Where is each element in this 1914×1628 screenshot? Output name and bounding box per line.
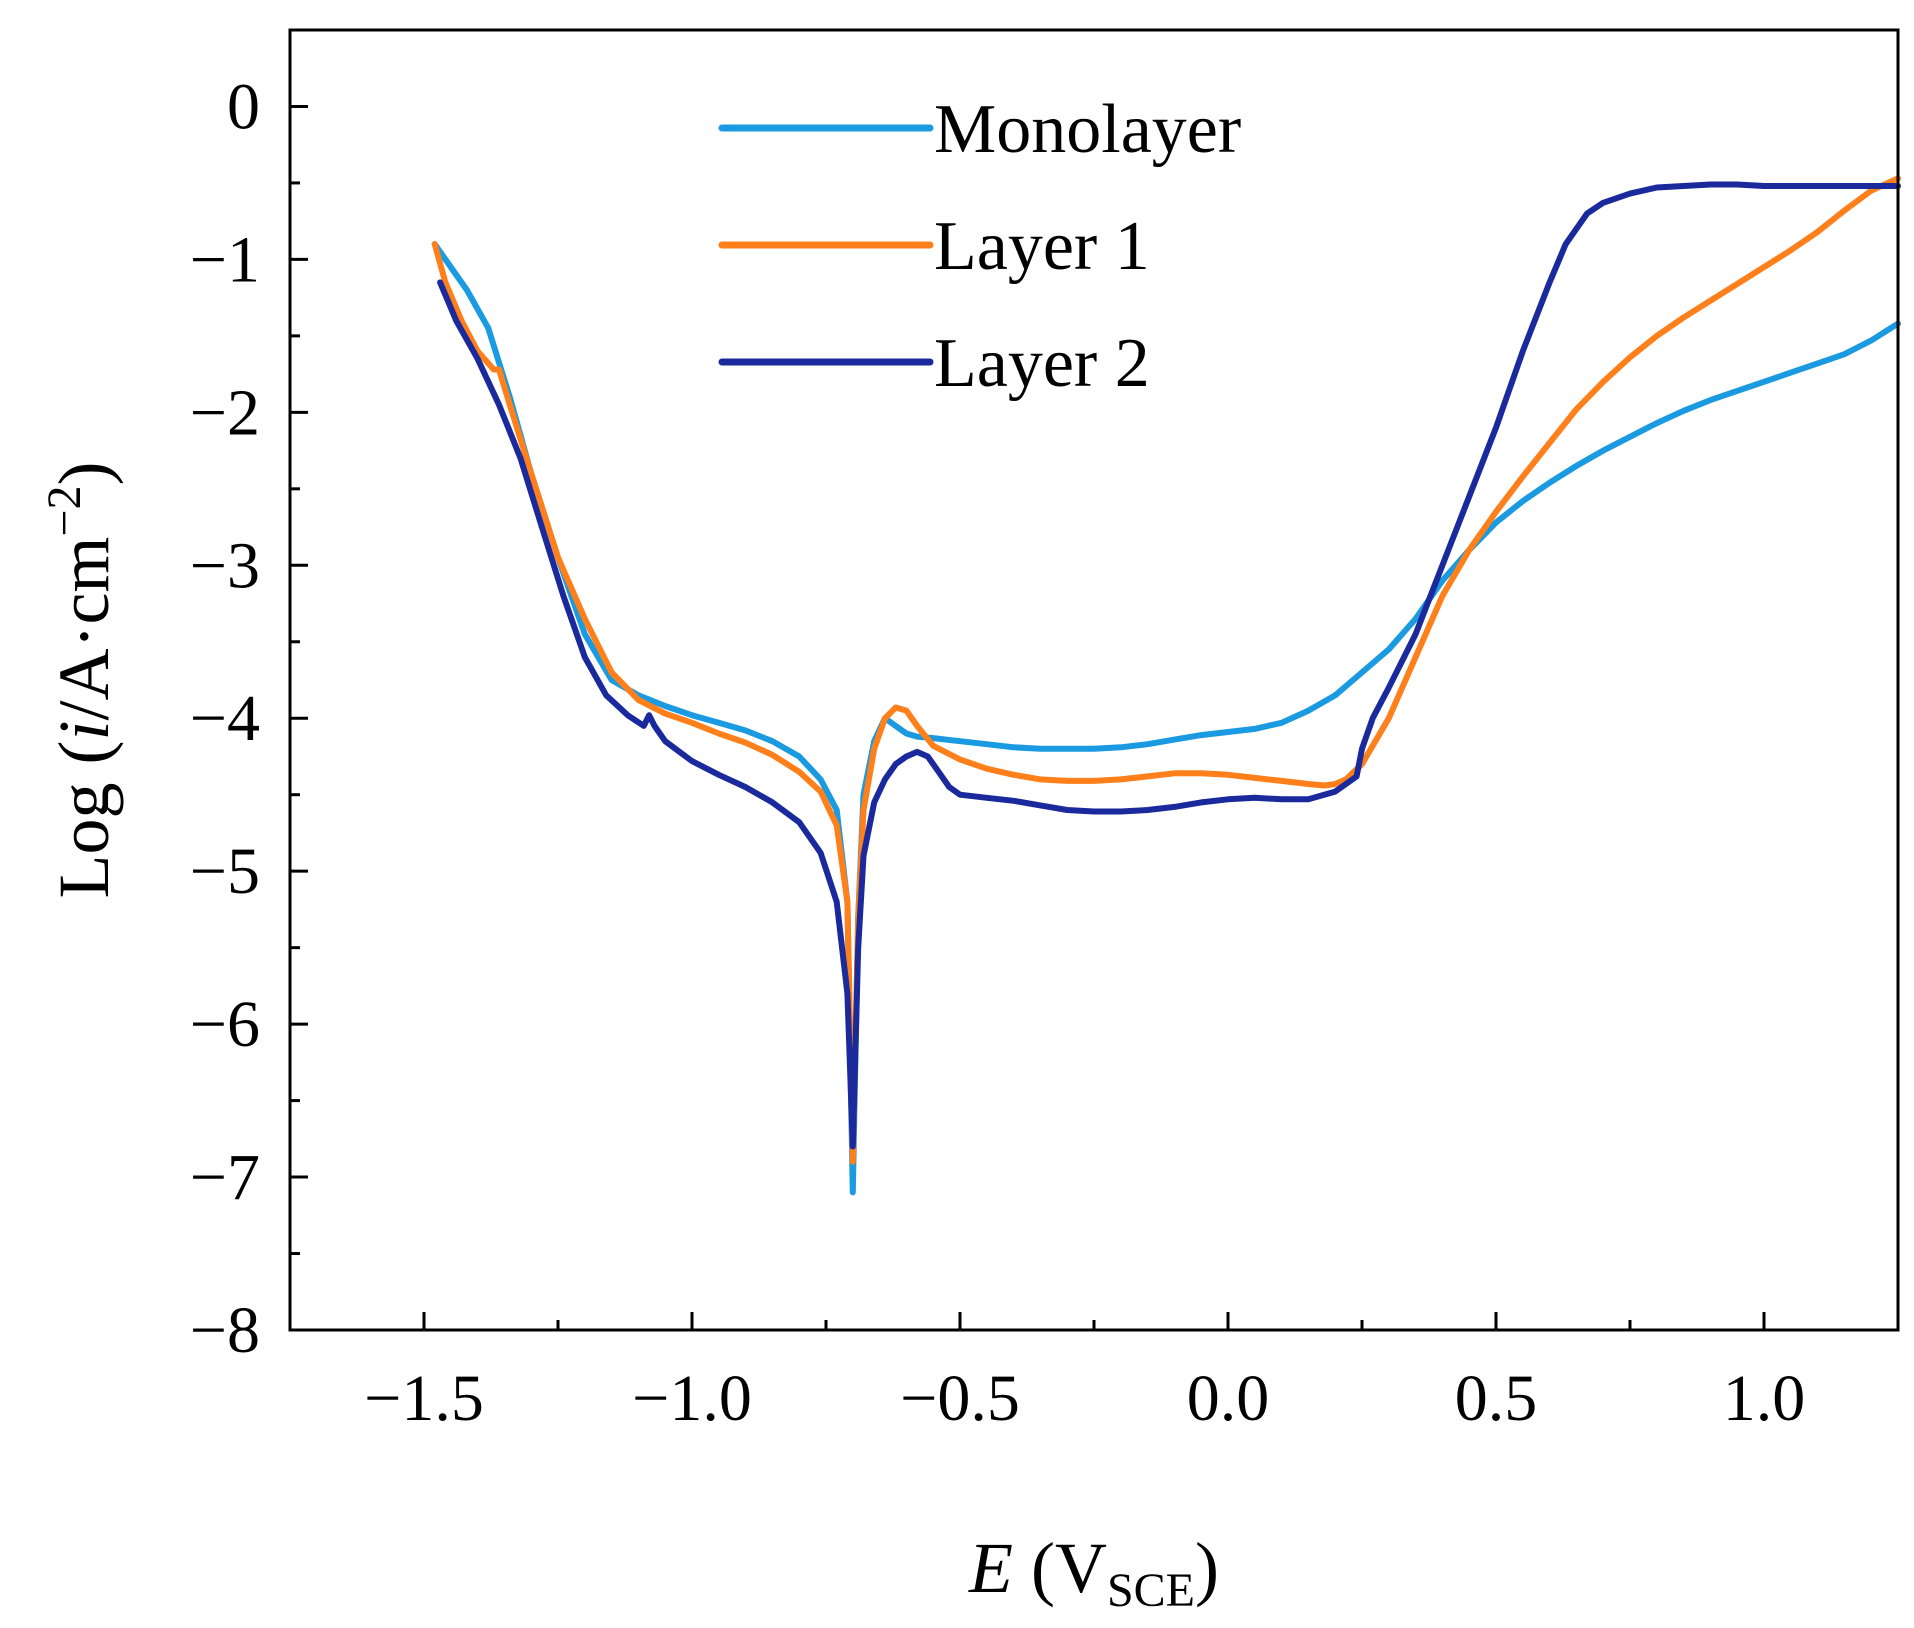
x-tick-label: −0.5 [900,1362,1020,1435]
plot-frame [288,28,1900,1332]
x-tick-label: 0.5 [1455,1362,1538,1435]
x-tick-label: −1.5 [364,1362,484,1435]
series-line-layer-2 [437,181,1901,1150]
y-tick-label: −6 [190,988,260,1061]
y-tick-label: −1 [190,223,260,296]
series-layer [431,175,1901,1196]
legend-label: Layer 2 [934,325,1150,402]
x-axis-title: E (VSCE) [968,1528,1219,1617]
y-axis-superscript: −2 [38,485,91,536]
series-line-monolayer [431,241,1901,1196]
y-tick-label: 0 [227,70,260,143]
x-axis-close: ) [1195,1528,1219,1608]
y-axis-unit: /A·cm [44,537,124,721]
y-tick-label: −3 [190,529,260,602]
series-line-layer-1 [431,175,1901,1165]
y-tick-label: −4 [190,682,260,755]
x-tick-label: 1.0 [1723,1362,1806,1435]
x-tick-label: −1.0 [632,1362,752,1435]
x-axis-symbol: E [968,1528,1013,1608]
legend-label: Layer 1 [934,208,1150,285]
y-tick-label: −8 [190,1294,260,1367]
x-axis-subscript: SCE [1107,1564,1195,1617]
y-axis-symbol: i [44,721,124,741]
y-tick-label: −2 [190,376,260,449]
y-axis-title: Log (i/A·cm−2) [38,462,124,899]
y-axis-close: ) [44,462,124,486]
legend-label: Monolayer [934,91,1241,168]
y-tick-label: −7 [190,1141,260,1214]
legend: Monolayer Layer 1 Layer 2 [718,91,1241,402]
y-tick-label: −5 [190,835,260,908]
x-axis-open: (V [1013,1528,1107,1608]
ticks-layer: −1.5 −1.0 −0.5 0.0 0.5 1.0 0 −1 −2 −3 −4 −5 −6 −7 −8 [190,70,1805,1435]
y-axis-prefix: Log ( [44,741,124,899]
x-tick-label: 0.0 [1187,1362,1270,1435]
